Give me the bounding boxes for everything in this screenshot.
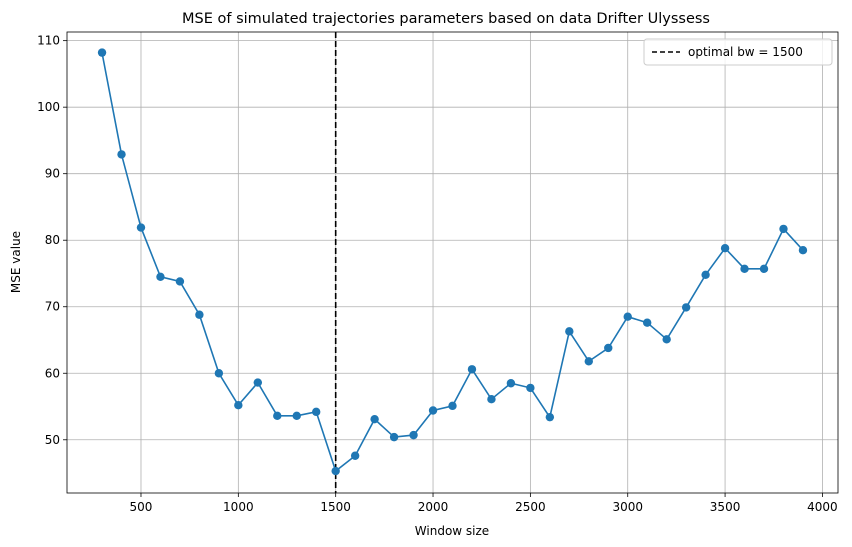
data-point [136, 223, 146, 232]
data-point [701, 270, 710, 280]
series-layer [97, 48, 808, 476]
y-tick-label: 90 [45, 167, 60, 181]
data-point [195, 310, 204, 319]
y-axis-ticks: 50 60 70 80 90 100 110 [37, 34, 67, 447]
data-point [214, 369, 224, 378]
data-point [370, 414, 379, 424]
data-point [798, 245, 808, 255]
data-point [389, 432, 399, 442]
data-point [779, 224, 788, 234]
data-point [409, 430, 418, 440]
data-point [681, 303, 691, 312]
data-point [720, 243, 730, 253]
y-tick-label: 110 [37, 34, 60, 48]
y-axis-label: MSE value [9, 231, 23, 293]
data-point [175, 277, 185, 286]
data-point [604, 343, 613, 353]
data-point [156, 272, 165, 282]
data-point [467, 365, 477, 374]
data-point [584, 357, 593, 366]
x-tick-label: 1500 [320, 500, 351, 514]
data-point [448, 401, 457, 411]
data-point [253, 378, 263, 387]
data-point [292, 411, 301, 421]
data-point [545, 412, 555, 422]
grid [67, 32, 838, 493]
data-point [759, 264, 769, 274]
data-point [428, 406, 438, 415]
x-tick-label: 3500 [710, 500, 741, 514]
data-point [234, 400, 243, 410]
data-point [331, 466, 340, 476]
data-point [312, 407, 321, 417]
x-axis-ticks: 500 1000 1500 2000 2500 3000 3500 4000 [130, 493, 838, 514]
x-tick-label: 2000 [418, 500, 449, 514]
data-point [526, 383, 535, 393]
data-point [565, 327, 574, 336]
data-point [662, 335, 671, 344]
x-tick-label: 500 [130, 500, 153, 514]
x-tick-label: 3000 [612, 500, 643, 514]
y-tick-label: 80 [45, 233, 60, 247]
legend-box [643, 38, 833, 66]
legend: optimal bw = 1500 [643, 38, 833, 66]
data-point [642, 318, 652, 327]
data-point [97, 48, 107, 57]
legend-entry: optimal bw = 1500 [688, 45, 803, 59]
x-tick-label: 2500 [515, 500, 546, 514]
data-point [273, 411, 282, 421]
chart-title: MSE of simulated trajectories parameters… [182, 11, 710, 27]
data-point [350, 451, 360, 460]
x-tick-label: 4000 [807, 500, 838, 514]
x-tick-label: 1000 [223, 500, 254, 514]
plot-frame [66, 31, 839, 494]
data-point [117, 150, 126, 159]
y-tick-label: 100 [37, 100, 60, 114]
y-tick-label: 60 [45, 366, 60, 380]
data-point [506, 379, 516, 388]
x-axis-label: Window size [415, 524, 489, 538]
data-point [487, 395, 496, 404]
data-point [623, 312, 632, 321]
y-tick-label: 70 [45, 300, 60, 314]
data-point [740, 264, 749, 274]
y-tick-label: 50 [45, 433, 60, 447]
